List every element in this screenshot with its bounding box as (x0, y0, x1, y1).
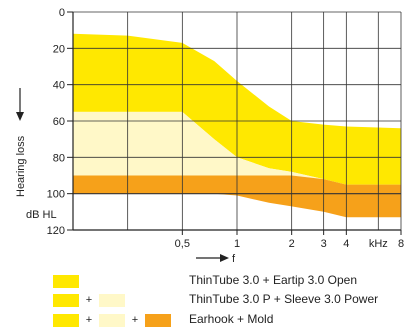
y-tick-label: 0 (59, 7, 65, 19)
x-tick-label: 1 (234, 238, 240, 250)
y-tick-label: 100 (47, 189, 65, 201)
y-tick-label: 80 (53, 152, 65, 164)
x-axis-label: f (232, 253, 236, 265)
series-band-2 (73, 175, 401, 218)
x-tick-label: 8 (398, 238, 404, 250)
y-axis-arrow (16, 88, 24, 121)
y-axis-label: Hearing loss (15, 135, 27, 197)
x-tick-label: 3 (321, 238, 327, 250)
y-unit-label: dB HL (26, 209, 57, 221)
x-tick-labels: 0,5 1 2 3 4 kHz 8 (175, 238, 404, 250)
x-tick-label: 0,5 (175, 238, 190, 250)
axes (67, 11, 402, 235)
y-tick-label: 60 (53, 116, 65, 128)
series-band-1 (73, 111, 401, 185)
y-tick-label: 20 (53, 43, 65, 55)
x-tick-label: kHz (369, 238, 388, 250)
y-tick-label: 120 (47, 225, 65, 237)
y-tick-label: 40 (53, 80, 65, 92)
x-tick-label: 2 (289, 238, 295, 250)
y-tick-labels: 0 20 40 60 80 100 120 (47, 7, 65, 237)
x-axis-arrow (196, 254, 229, 262)
grid-lines (73, 11, 401, 231)
x-tick-label: 4 (343, 238, 349, 250)
